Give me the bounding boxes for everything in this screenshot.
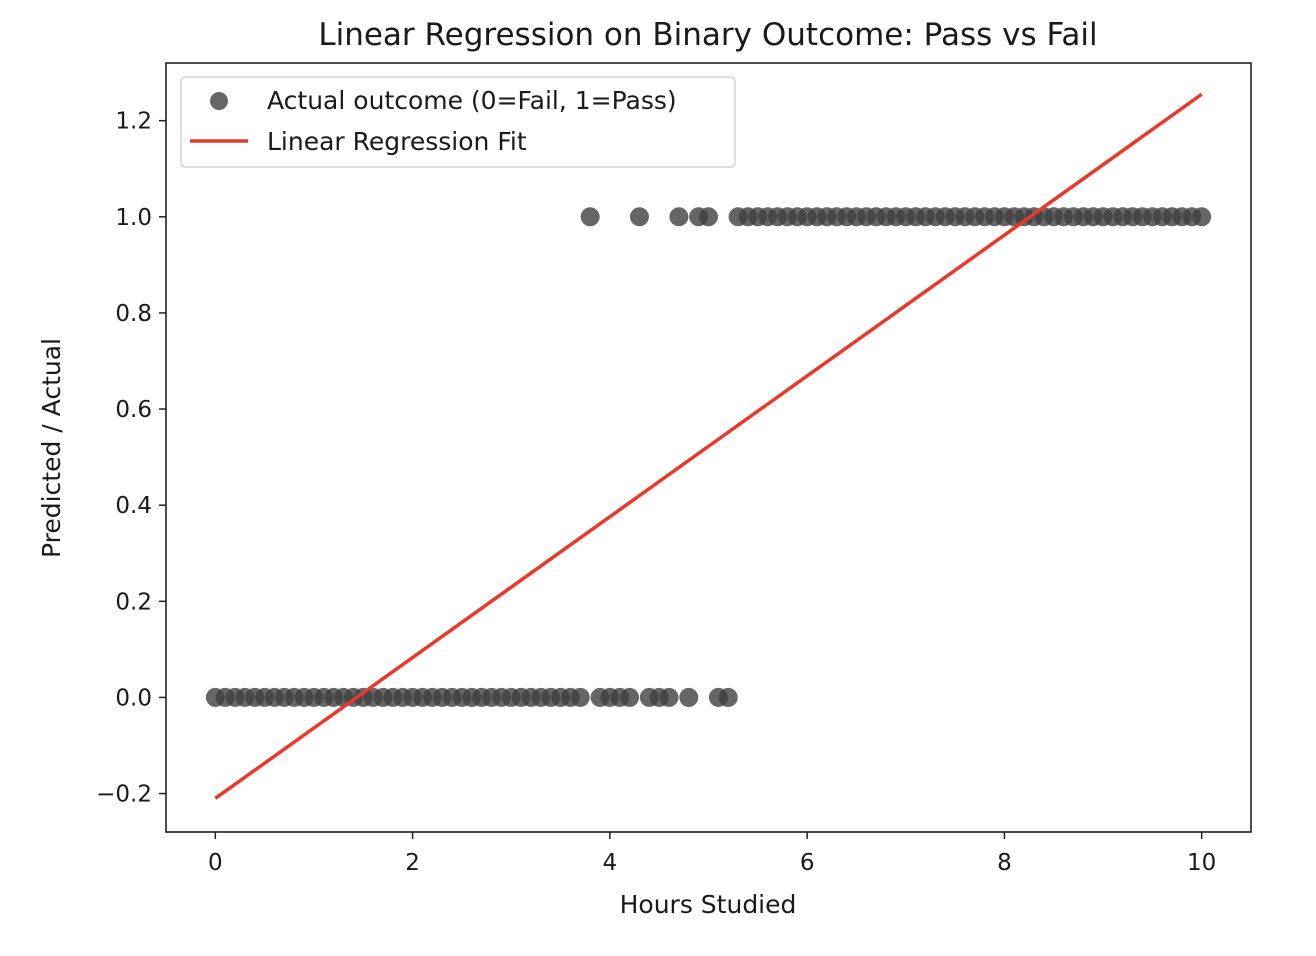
scatter-point <box>699 207 718 227</box>
legend-label-line: Linear Regression Fit <box>267 127 527 156</box>
scatter-point <box>679 687 699 707</box>
scatter-point <box>580 207 600 227</box>
scatter-point <box>1192 207 1212 227</box>
x-tick-label: 0 <box>208 850 223 876</box>
y-tick-label: −0.2 <box>96 782 152 808</box>
legend-box <box>180 76 736 168</box>
y-tick-label: 0.6 <box>115 397 152 423</box>
chart-title: Linear Regression on Binary Outcome: Pas… <box>318 17 1097 53</box>
x-tick-label: 6 <box>800 850 815 876</box>
y-tick-label: 0.0 <box>115 685 152 711</box>
legend-marker-scatter <box>210 92 228 110</box>
x-tick-label: 4 <box>603 850 618 876</box>
y-tick-label: 1.2 <box>115 109 152 135</box>
y-axis-label: Predicted / Actual <box>37 338 66 558</box>
y-tick-label: 0.4 <box>115 493 152 519</box>
y-tick-label: 0.8 <box>115 301 152 327</box>
regression-line-series <box>214 92 1203 800</box>
x-axis-label: Hours Studied <box>620 890 797 919</box>
scatter-point <box>570 687 590 707</box>
x-tick-label: 8 <box>997 850 1012 876</box>
x-axis: 0 2 4 6 8 10 <box>208 832 1216 876</box>
y-tick-label: 0.2 <box>115 589 152 615</box>
scatter-point <box>659 687 679 707</box>
plot-marks <box>205 92 1212 800</box>
regression-line <box>214 92 1203 800</box>
scatter-point <box>620 687 640 707</box>
legend-label-scatter: Actual outcome (0=Fail, 1=Pass) <box>267 86 677 115</box>
scatter-series <box>205 207 1212 707</box>
legend: Actual outcome (0=Fail, 1=Pass) Linear R… <box>180 76 736 168</box>
scatter-point <box>629 207 649 227</box>
y-tick-label: 1.0 <box>115 205 152 231</box>
scatter-point <box>718 687 738 707</box>
y-axis: −0.2 0.0 0.2 0.4 0.6 0.8 1.0 1.2 <box>96 109 166 808</box>
scatter-point <box>669 207 689 227</box>
x-tick-label: 2 <box>405 850 420 876</box>
x-tick-label: 10 <box>1187 850 1216 876</box>
